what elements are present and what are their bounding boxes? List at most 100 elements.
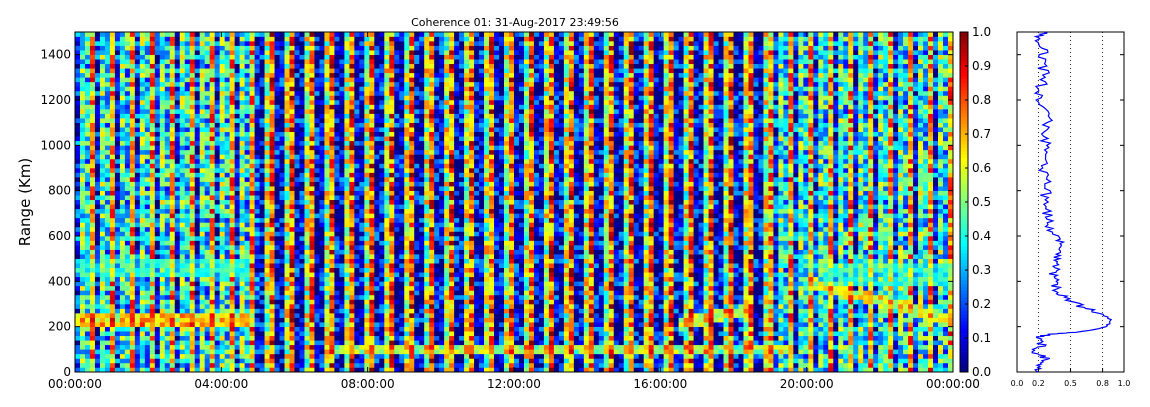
heatmap-cell (144, 63, 151, 69)
heatmap-cell (389, 236, 395, 241)
heatmap-cell (144, 362, 151, 368)
heatmap-cell (284, 122, 290, 128)
heatmap-cell (299, 236, 305, 241)
heatmap-cell (184, 217, 191, 223)
heatmap-cell (219, 41, 225, 46)
heatmap-cell (124, 104, 131, 110)
heatmap-cell (274, 322, 280, 327)
heatmap-cell (124, 213, 131, 219)
heatmap-cell (164, 276, 171, 282)
heatmap-cell (144, 163, 151, 169)
heatmap-cell (259, 308, 265, 314)
heatmap-cell (129, 81, 136, 87)
heatmap-cell (134, 186, 141, 191)
heatmap-cell (144, 331, 151, 337)
heatmap-cell (174, 104, 181, 110)
heatmap-cell (124, 109, 131, 114)
heatmap-cell (234, 308, 240, 314)
heatmap-cell (394, 322, 400, 327)
heatmap-cell (134, 340, 141, 346)
heatmap-cell (389, 281, 395, 287)
heatmap-cell (159, 353, 166, 359)
heatmap-cell (94, 177, 101, 182)
heatmap-cell (114, 168, 121, 173)
heatmap-cell (399, 118, 405, 123)
heatmap-cell (184, 304, 191, 309)
heatmap-cell (294, 149, 300, 155)
heatmap-cell (139, 59, 146, 65)
heatmap-cell (254, 100, 260, 105)
heatmap-cell (199, 299, 206, 305)
heatmap-cell (129, 281, 136, 287)
heatmap-cell (149, 335, 156, 341)
heatmap-cell (119, 353, 126, 359)
heatmap-cell (179, 249, 186, 255)
heatmap-cell (124, 217, 131, 223)
heatmap-cell (149, 272, 156, 278)
heatmap-cell (264, 335, 270, 341)
heatmap-cell (89, 149, 96, 155)
heatmap-cell (294, 104, 300, 110)
heatmap-cell (279, 109, 285, 114)
heatmap-cell (189, 100, 196, 105)
heatmap-cell (279, 32, 285, 37)
heatmap-cell (404, 222, 410, 228)
heatmap-cell (354, 113, 360, 119)
heatmap-cell (329, 45, 335, 51)
heatmap-cell (374, 136, 380, 142)
heatmap-cell (319, 50, 325, 55)
heatmap-cell (189, 127, 196, 133)
heatmap-cell (239, 331, 245, 337)
heatmap-cell (119, 63, 126, 69)
heatmap-cell (304, 304, 310, 309)
heatmap-cell (364, 41, 370, 46)
heatmap-cell (349, 217, 355, 223)
heatmap-cell (334, 140, 340, 146)
heatmap-cell (159, 36, 166, 42)
heatmap-cell (164, 349, 171, 355)
heatmap-cell (244, 63, 250, 69)
heatmap-cell (349, 154, 355, 160)
heatmap-cell (279, 353, 285, 359)
heatmap-cell (319, 113, 325, 119)
heatmap-cell (75, 204, 81, 210)
heatmap-cell (104, 349, 111, 355)
heatmap-cell (344, 294, 350, 300)
heatmap-cell (369, 72, 375, 78)
heatmap-cell (259, 326, 265, 332)
heatmap-cell (284, 50, 290, 55)
heatmap-cell (179, 77, 186, 83)
heatmap-cell (134, 299, 141, 305)
heatmap-cell (344, 226, 350, 232)
heatmap-cell (84, 100, 91, 105)
heatmap-cell (344, 190, 350, 196)
heatmap-cell (304, 276, 310, 282)
heatmap-cell (264, 199, 270, 205)
heatmap-cell (319, 353, 325, 359)
heatmap-cell (139, 281, 146, 287)
heatmap-cell (339, 41, 345, 46)
heatmap-cell (109, 213, 116, 219)
heatmap-cell (164, 163, 171, 169)
heatmap-cell (384, 158, 390, 164)
heatmap-cell (199, 308, 206, 314)
heatmap-cell (79, 254, 86, 259)
heatmap-cell (399, 290, 405, 296)
heatmap-cell (304, 367, 310, 373)
heatmap-cell (259, 358, 265, 364)
heatmap-cell (84, 50, 91, 55)
heatmap-cell (239, 222, 245, 228)
heatmap-cell (344, 272, 350, 278)
heatmap-cell (159, 168, 166, 173)
heatmap-cell (84, 127, 91, 133)
heatmap-cell (229, 95, 235, 101)
heatmap-cell (299, 32, 305, 37)
heatmap-cell (99, 72, 106, 78)
heatmap-cell (274, 186, 280, 191)
heatmap-cell (104, 254, 111, 259)
heatmap-cell (359, 267, 365, 273)
heatmap-cell (104, 118, 111, 123)
heatmap-cell (169, 367, 176, 373)
heatmap-cell (94, 118, 101, 123)
heatmap-cell (374, 204, 380, 210)
